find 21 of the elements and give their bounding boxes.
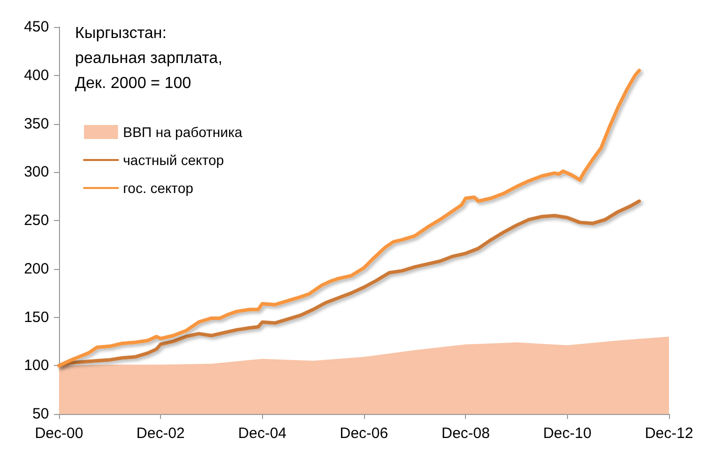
y-tick-label: 300	[24, 164, 49, 181]
y-tick-label: 100	[24, 357, 49, 374]
y-tick-label: 50	[32, 406, 49, 422]
line-series	[57, 68, 641, 368]
x-tick-label: Dec-00	[34, 425, 84, 442]
y-tick-label: 150	[24, 308, 49, 326]
text: Кыргызстан: реальная зарплата, Дек. 2000 = 100	[75, 25, 222, 92]
x-tick-label: Dec-08	[441, 425, 490, 442]
x-tick-label: Dec-10	[543, 425, 592, 442]
legend-label: ВВП на работника	[123, 124, 242, 140]
y-tick-label: 450	[24, 18, 49, 36]
y-tick-label: 200	[24, 260, 49, 278]
x-tick-label: Dec-04	[238, 425, 287, 442]
x-tick-label: Dec-06	[340, 425, 388, 442]
y-tick-label: 350	[24, 115, 49, 132]
x-tick-label: Dec-02	[136, 425, 185, 442]
y-tick-label: 250	[24, 212, 49, 229]
y-tick-label: 400	[24, 66, 49, 84]
legend-label: гос. сектор	[123, 180, 194, 196]
x-tick-label: Dec-12	[644, 425, 694, 442]
legend-label: частный сектор	[123, 152, 224, 168]
